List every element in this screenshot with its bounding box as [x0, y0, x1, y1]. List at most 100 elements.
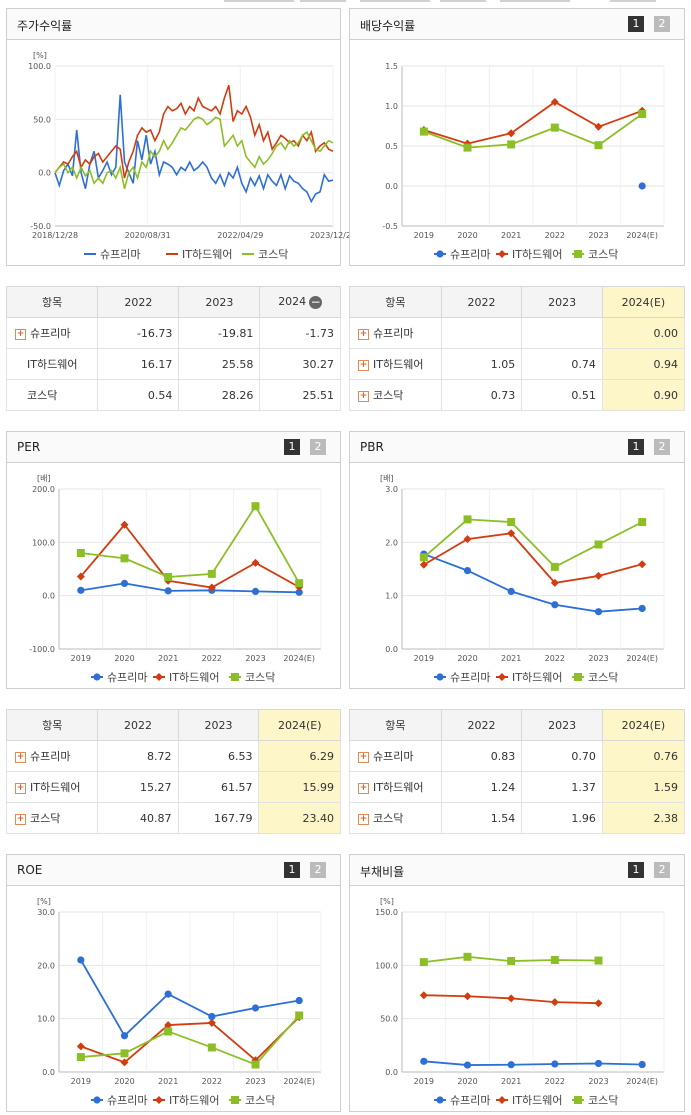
legend-item[interactable]: 슈프리마 — [84, 248, 140, 261]
table-row: + 슈프리마 -16.73 -19.81 -1.73 — [5, 317, 341, 349]
row-name: IT하드웨어 — [27, 358, 78, 371]
row-name: 슈프리마 — [373, 750, 414, 763]
data-point — [551, 601, 559, 609]
table-row: + 코스닥 1.54 1.96 2.38 — [349, 802, 686, 834]
expand-icon[interactable]: + — [358, 359, 369, 371]
table-header-row: 항목 2022 2023 2024(E) — [349, 709, 686, 741]
page-2-button[interactable]: 2 — [310, 862, 326, 878]
legend-item[interactable]: IT하드웨어 — [166, 247, 232, 261]
data-point — [251, 502, 260, 511]
data-point — [76, 572, 85, 581]
page-2-button[interactable]: 2 — [310, 439, 326, 455]
expand-icon[interactable]: + — [358, 328, 369, 340]
y-tick-label: 200.0 — [32, 485, 55, 494]
stock-return-panel: 주가수익률 [%] 100.0 50.0 0.0 -50.0 2018/12/28 2020… — [6, 8, 356, 266]
expand-icon[interactable]: + — [358, 390, 369, 402]
data-point — [507, 518, 516, 527]
page-1-button[interactable]: 1 — [628, 862, 644, 878]
data-point — [120, 554, 129, 563]
table-row: IT하드웨어 16.17 25.58 30.27 — [5, 348, 341, 380]
page-2-button[interactable]: 2 — [654, 439, 670, 455]
series-line — [423, 518, 643, 568]
legend-marker — [498, 673, 506, 681]
legend-item[interactable]: 슈프리마 — [91, 1094, 147, 1107]
column-header-label: 2024(E) — [621, 295, 666, 309]
legend-item[interactable]: IT하드웨어 — [153, 670, 219, 684]
expand-icon[interactable]: + — [358, 751, 369, 763]
data-point — [594, 122, 603, 131]
legend-item[interactable]: IT하드웨어 — [153, 1093, 219, 1107]
data-point — [208, 1012, 216, 1021]
column-header-label: 2022 — [467, 295, 496, 309]
legend-item[interactable]: 코스닥 — [572, 1094, 618, 1107]
table-cell: 6.29 — [258, 740, 341, 772]
row-name: 슈프리마 — [30, 750, 71, 763]
expand-icon[interactable]: + — [15, 782, 26, 794]
row-name-cell: IT하드웨어 — [5, 348, 99, 380]
data-point — [463, 515, 472, 524]
legend-item[interactable]: 코스닥 — [572, 671, 618, 684]
x-tick-label: 2019 — [414, 231, 434, 240]
table-cell: 0.74 — [521, 348, 603, 380]
table-cell: 1.54 — [440, 802, 523, 834]
table-cell: -16.73 — [97, 317, 180, 349]
legend-marker — [436, 250, 444, 258]
legend-item[interactable]: 슈프리마 — [91, 671, 147, 684]
legend-marker — [436, 673, 444, 681]
legend-label: 코스닥 — [588, 248, 618, 261]
expand-icon[interactable]: + — [358, 782, 369, 794]
legend-item[interactable]: 슈프리마 — [434, 248, 490, 261]
legend-item[interactable]: 코스닥 — [242, 248, 288, 261]
row-name: 코스닥 — [30, 812, 61, 825]
y-tick-label: 1.0 — [385, 592, 398, 601]
expand-icon[interactable]: + — [15, 751, 26, 763]
data-point — [419, 958, 428, 967]
expand-icon[interactable]: + — [358, 813, 369, 825]
table-cell: 23.40 — [258, 802, 341, 834]
y-tick-label: 0.0 — [42, 592, 55, 601]
page-1-button[interactable]: 1 — [284, 439, 300, 455]
table-cell: 28.26 — [178, 379, 261, 411]
collapse-icon[interactable]: − — [309, 294, 323, 309]
legend-item[interactable]: 슈프리마 — [434, 671, 490, 684]
legend-item[interactable]: 코스닥 — [229, 671, 275, 684]
legend-item[interactable]: 슈프리마 — [434, 1094, 490, 1107]
legend-item[interactable]: IT하드웨어 — [496, 1093, 562, 1107]
legend-item[interactable]: IT하드웨어 — [496, 670, 562, 684]
expand-icon[interactable]: + — [15, 328, 26, 340]
series-line — [80, 1016, 300, 1064]
panel-header: PBR 1 2 — [350, 432, 684, 463]
table-cell: 1.37 — [521, 771, 603, 803]
data-point — [550, 98, 559, 106]
data-point — [251, 587, 260, 595]
row-name: IT하드웨어 — [373, 358, 424, 371]
column-header-item: 항목 — [5, 709, 99, 741]
data-point — [507, 994, 516, 1003]
column-header: 2023 — [521, 286, 603, 318]
y-axis-unit: [%] — [33, 51, 47, 60]
legend-item[interactable]: IT하드웨어 — [496, 247, 562, 261]
legend-label: IT하드웨어 — [512, 670, 562, 684]
data-point — [77, 956, 85, 964]
series-line — [54, 116, 334, 189]
data-point — [638, 1060, 646, 1069]
table-cell: 30.27 — [259, 348, 341, 380]
page-2-button[interactable]: 2 — [654, 862, 670, 878]
table-cell: 0.94 — [601, 348, 686, 380]
page-1-button[interactable]: 1 — [628, 16, 644, 32]
y-tick-label: 0.5 — [385, 142, 398, 151]
legend-item[interactable]: 코스닥 — [572, 248, 618, 261]
y-axis-unit: [배] — [37, 474, 51, 483]
y-tick-label: 100.0 — [28, 62, 51, 71]
legend-item[interactable]: 코스닥 — [229, 1094, 275, 1107]
table-row: + IT하드웨어 15.27 61.57 15.99 — [5, 771, 341, 803]
legend-label: 슈프리마 — [450, 671, 490, 684]
page-1-button[interactable]: 1 — [284, 862, 300, 878]
data-point — [120, 579, 129, 587]
x-tick-label: 2022 — [202, 654, 222, 663]
y-tick-label: 150.0 — [375, 908, 398, 917]
page-2-button[interactable]: 2 — [654, 16, 670, 32]
expand-icon[interactable]: + — [15, 813, 26, 825]
page-1-button[interactable]: 1 — [628, 439, 644, 455]
column-header: 2022 — [97, 286, 180, 318]
